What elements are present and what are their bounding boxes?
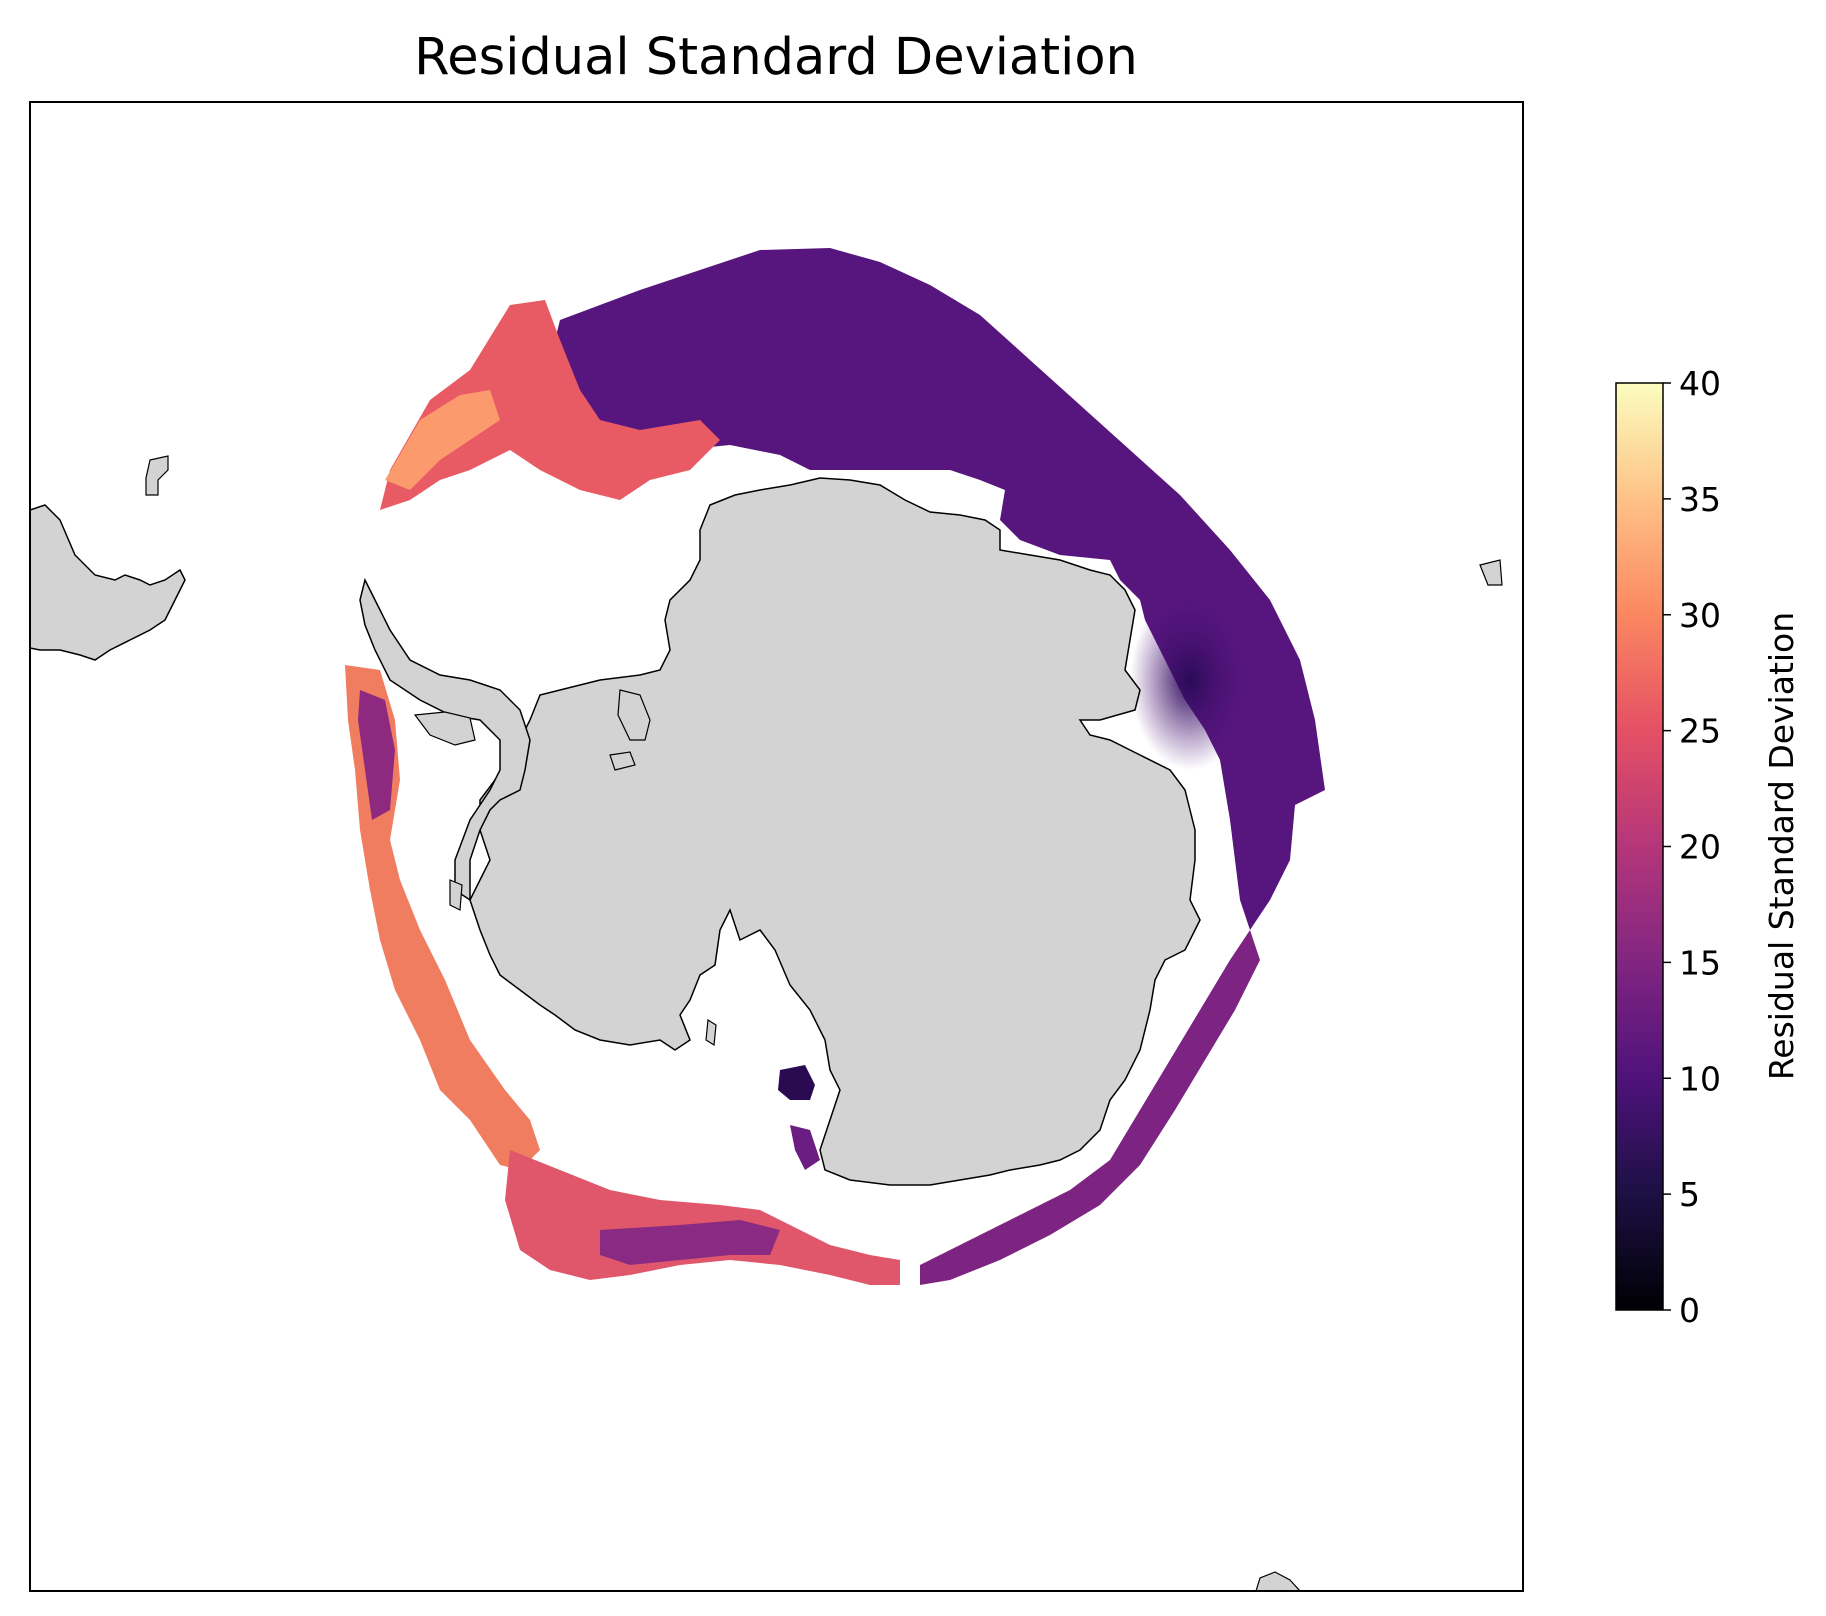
- field-region-west-purple: [358, 690, 395, 820]
- antarctic-peninsula-land: [359, 577, 531, 902]
- colorbar-gradient: [1615, 382, 1664, 1311]
- colorbar-tick-label: 10: [1679, 1059, 1721, 1098]
- colorbar: 0 5 10 15 20 25 30 35 40 Residual Standard Devia…: [1615, 364, 1801, 1330]
- south-america-land: [30, 504, 186, 661]
- map-frame: [29, 101, 1524, 1592]
- colorbar-tick-label: 5: [1679, 1175, 1700, 1214]
- chart-title: Residual Standard Deviation: [414, 28, 1138, 87]
- field-region-south: [920, 930, 1260, 1285]
- field-region-northwest: [380, 300, 720, 510]
- field-region-small-patch-2: [790, 1125, 820, 1170]
- new-zealand-tip: [1255, 1571, 1301, 1591]
- field-region-northeast: [540, 248, 1325, 930]
- island-3: [449, 879, 463, 911]
- map-area: [30, 102, 1523, 1591]
- island-1: [413, 711, 476, 746]
- colorbar-tick-label: 15: [1679, 943, 1721, 982]
- residual-field: [345, 248, 1325, 1285]
- island-4: [705, 1018, 717, 1047]
- colorbar-label: Residual Standard Deviation: [1762, 612, 1801, 1080]
- falkland-island: [145, 455, 169, 496]
- field-region-small-patch: [778, 1065, 815, 1100]
- field-region-southwest-purple: [600, 1220, 780, 1265]
- island-2: [617, 689, 651, 741]
- field-region-west: [345, 665, 540, 1170]
- field-region-east-core: [1130, 590, 1250, 770]
- colorbar-tick-label: 20: [1679, 828, 1721, 867]
- island-5: [609, 751, 636, 771]
- colorbar-tick-label: 35: [1679, 480, 1721, 519]
- colorbar-tick-label: 25: [1679, 712, 1721, 751]
- colorbar-ticks: 0 5 10 15 20 25 30 35 40: [1663, 364, 1721, 1330]
- field-region-northwest-light: [385, 390, 500, 490]
- colorbar-tick-label: 40: [1679, 364, 1721, 403]
- kerguelen-island: [1479, 559, 1503, 586]
- colorbar-tick-label: 0: [1679, 1291, 1700, 1330]
- colorbar-tick-label: 30: [1679, 596, 1721, 635]
